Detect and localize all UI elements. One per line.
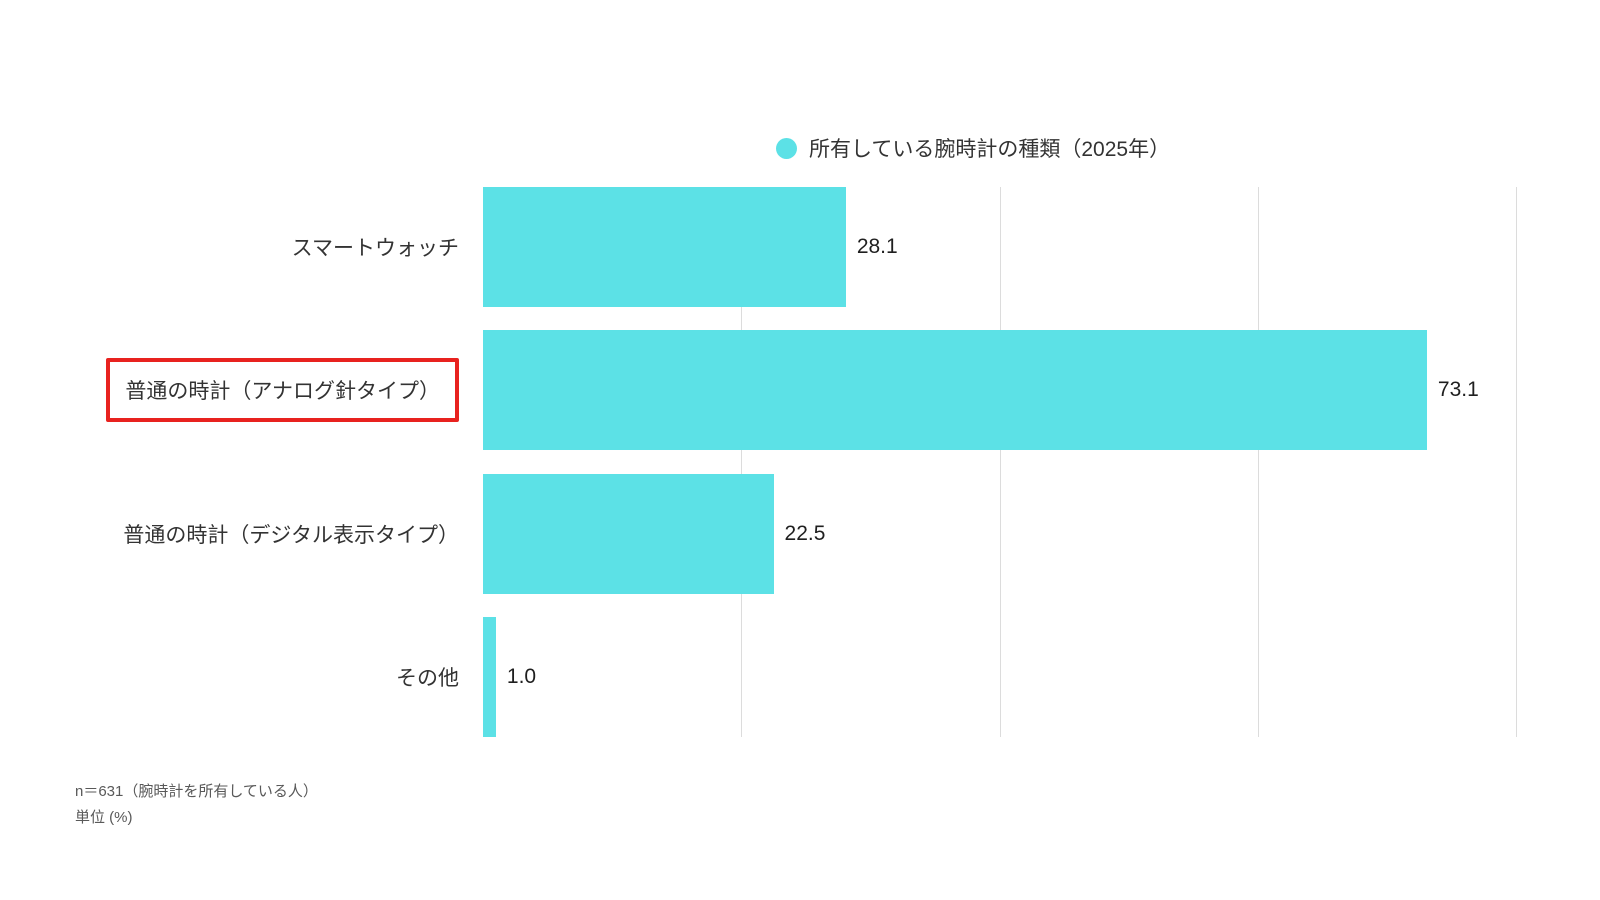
bar-row: 22.5 [483, 473, 1516, 594]
category-label: スマートウォッチ [291, 237, 459, 260]
gridline [1257, 187, 1259, 737]
footnote-sample-size: n＝631（腕時計を所有している人） [75, 783, 318, 800]
value-label: 28.1 [856, 235, 898, 258]
category-label-row: スマートウォッチ [0, 187, 483, 307]
gridline [999, 187, 1001, 737]
value-label: 73.1 [1437, 378, 1479, 402]
legend-label: 所有している腕時計の種類（2025年） [809, 138, 1171, 161]
gridline [1516, 187, 1517, 737]
bar-row: 1.0 [483, 616, 1516, 737]
category-label-row: 普通の時計（アナログ針タイプ） [0, 330, 483, 450]
bar [483, 330, 1427, 451]
footnote-unit: 単位 (%) [75, 808, 133, 826]
category-axis: スマートウォッチ普通の時計（アナログ針タイプ） 普通の時計（デジタル表示タイプ） そ… [0, 187, 483, 737]
bar-row: 73.1 [483, 330, 1516, 451]
legend-marker-dot-icon [776, 137, 797, 159]
bar-rows: 28.1 73.1 22.5 1.0 [483, 187, 1516, 737]
bar-row: 28.1 [483, 187, 1516, 307]
value-label: 22.5 [784, 521, 826, 545]
category-label-row: 普通の時計（デジタル表示タイプ） [0, 474, 483, 594]
bar-chart-plot-area: 28.1 73.1 22.5 1.0 [483, 187, 1517, 737]
chart-footnotes: n＝631（腕時計を所有している人） 単位 (%) [75, 779, 318, 831]
category-label-row: その他 [0, 617, 483, 737]
category-label-highlighted: 普通の時計（アナログ針タイプ） [106, 358, 459, 423]
bar [483, 187, 846, 307]
bar [483, 616, 496, 737]
chart-legend: 所有している腕時計の種類（2025年） [776, 133, 1170, 163]
gridlines [483, 187, 1517, 737]
bar [483, 473, 774, 594]
category-label: 普通の時計（デジタル表示タイプ） [123, 523, 459, 547]
value-label: 1.0 [506, 664, 537, 688]
category-label: その他 [396, 666, 459, 690]
gridline [741, 187, 743, 737]
